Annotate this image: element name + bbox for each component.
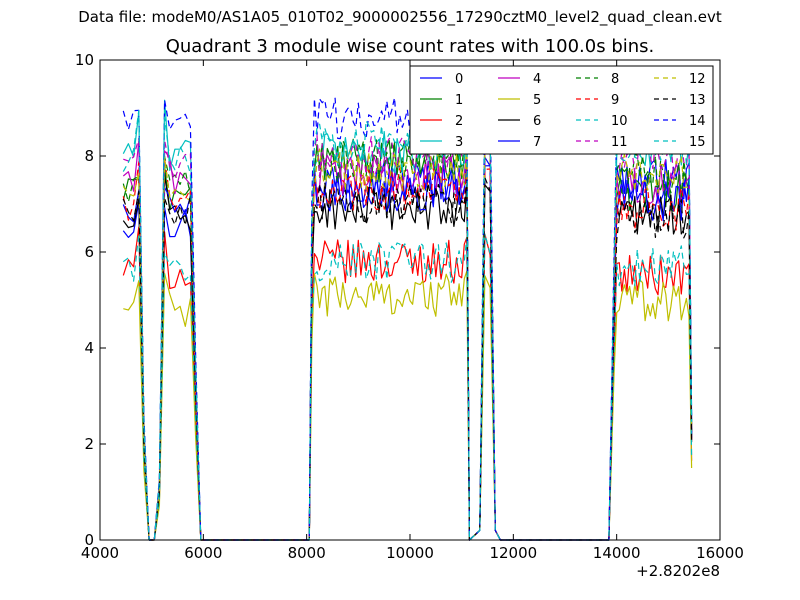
legend-label-10: 10 xyxy=(611,114,628,129)
x-tick-label: 4000 xyxy=(81,544,119,562)
series-line-0 xyxy=(122,155,693,541)
x-tick-label: 8000 xyxy=(288,544,326,562)
y-tick-label: 4 xyxy=(84,339,94,357)
legend-box xyxy=(409,65,714,155)
x-tick-label: 6000 xyxy=(184,544,222,562)
y-tick-label: 0 xyxy=(84,531,94,549)
x-axis-offset-label: +2.8202e8 xyxy=(636,562,720,580)
x-tick-label: 16000 xyxy=(696,544,744,562)
series-line-3 xyxy=(122,99,693,541)
legend-label-6: 6 xyxy=(533,114,541,129)
y-tick-label: 10 xyxy=(75,51,94,69)
legend-label-15: 15 xyxy=(689,135,706,150)
y-tick-label: 2 xyxy=(84,435,94,453)
legend-label-4: 4 xyxy=(533,72,541,87)
x-tick-label: 12000 xyxy=(489,544,537,562)
legend-label-0: 0 xyxy=(455,72,463,87)
legend-label-13: 13 xyxy=(689,93,706,108)
legend-label-7: 7 xyxy=(533,135,541,150)
legend-label-5: 5 xyxy=(533,93,541,108)
chart-title: Quadrant 3 module wise count rates with … xyxy=(165,36,655,57)
x-tick-label: 10000 xyxy=(386,544,434,562)
legend-label-12: 12 xyxy=(689,72,706,87)
y-tick-label: 8 xyxy=(84,147,94,165)
x-tick-label: 14000 xyxy=(593,544,641,562)
figure-suptitle: Data file: modeM0/AS1A05_010T02_90000025… xyxy=(78,8,722,26)
legend-label-2: 2 xyxy=(455,114,463,129)
y-tick-label: 6 xyxy=(84,243,94,261)
legend-label-1: 1 xyxy=(455,93,463,108)
legend-label-8: 8 xyxy=(611,72,619,87)
legend-label-14: 14 xyxy=(689,114,706,129)
series-line-12 xyxy=(122,139,693,541)
legend-label-3: 3 xyxy=(455,135,463,150)
legend-label-11: 11 xyxy=(611,135,628,150)
series-line-13 xyxy=(122,177,693,541)
series-line-9 xyxy=(122,158,693,541)
legend-label-9: 9 xyxy=(611,93,619,108)
series-line-2 xyxy=(122,226,693,541)
series-line-7 xyxy=(122,165,693,541)
series-layer xyxy=(122,86,693,541)
series-line-10 xyxy=(122,233,693,541)
series-line-5 xyxy=(123,270,693,541)
series-line-6 xyxy=(122,174,693,541)
series-line-4 xyxy=(122,140,693,541)
